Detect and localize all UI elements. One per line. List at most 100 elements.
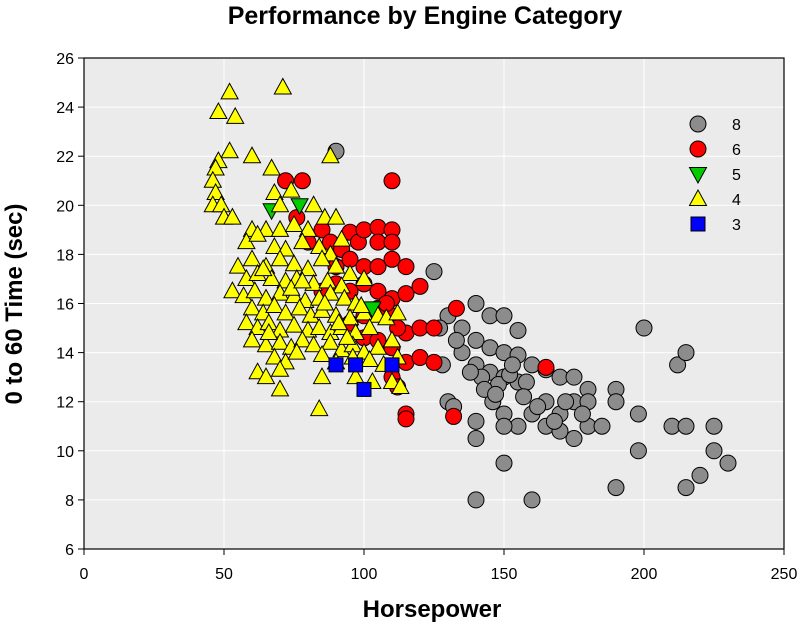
data-point xyxy=(309,399,329,417)
data-point xyxy=(206,158,225,176)
y-tick-label: 24 xyxy=(56,100,74,117)
data-point xyxy=(467,295,485,312)
legend-label-8: 8 xyxy=(732,117,741,134)
data-point xyxy=(284,254,304,272)
y-tick-label: 6 xyxy=(65,542,74,559)
data-point xyxy=(557,393,575,411)
data-point xyxy=(332,276,351,294)
data-point xyxy=(629,405,647,423)
data-point xyxy=(321,332,340,350)
data-point xyxy=(270,195,290,213)
data-point xyxy=(298,219,318,237)
x-tick-label: 100 xyxy=(351,566,378,583)
data-point xyxy=(356,381,372,397)
data-point xyxy=(565,430,583,448)
data-point xyxy=(328,357,344,373)
data-point xyxy=(256,367,276,385)
x-tick-label: 150 xyxy=(491,566,518,583)
y-tick-label: 14 xyxy=(56,346,74,363)
data-point xyxy=(425,353,443,371)
y-tick-label: 16 xyxy=(56,297,74,314)
data-point xyxy=(220,82,239,100)
data-point xyxy=(220,141,239,159)
data-point xyxy=(545,412,563,430)
series-3-points xyxy=(328,357,400,397)
data-point xyxy=(447,299,465,317)
x-tick-label: 250 xyxy=(771,566,798,583)
data-point xyxy=(237,313,256,331)
data-point xyxy=(573,405,591,423)
data-point xyxy=(360,318,379,336)
data-point xyxy=(607,479,625,497)
data-point xyxy=(223,281,242,299)
data-point xyxy=(369,218,387,236)
data-point xyxy=(537,358,555,376)
data-point xyxy=(340,264,360,282)
data-point xyxy=(276,303,295,321)
data-point xyxy=(256,335,276,353)
x-tick-label: 0 xyxy=(80,566,89,583)
data-point xyxy=(262,158,281,176)
data-point xyxy=(607,393,625,411)
data-point xyxy=(242,146,262,164)
data-point xyxy=(293,172,311,190)
data-point xyxy=(265,236,284,255)
chart-title: Performance by Engine Category xyxy=(228,2,623,30)
data-point xyxy=(321,146,340,164)
data-point xyxy=(309,318,329,336)
y-tick-label: 22 xyxy=(56,149,74,166)
data-point xyxy=(360,349,379,367)
y-tick-label: 12 xyxy=(56,395,74,412)
data-point xyxy=(447,331,465,349)
y-tick-label: 10 xyxy=(56,444,74,461)
data-point xyxy=(312,367,332,385)
y-tick-label: 8 xyxy=(65,493,74,510)
data-point xyxy=(293,232,312,250)
data-point xyxy=(290,298,309,316)
data-point xyxy=(245,281,265,299)
data-point xyxy=(467,491,485,509)
data-point xyxy=(326,256,346,274)
data-point xyxy=(495,417,513,435)
data-point xyxy=(509,322,527,340)
data-point xyxy=(397,258,415,276)
data-point xyxy=(593,417,611,435)
data-point xyxy=(669,356,687,374)
data-point xyxy=(340,308,360,326)
legend-marker-3 xyxy=(690,216,706,232)
data-point xyxy=(206,182,225,201)
data-point xyxy=(248,224,267,242)
data-point xyxy=(265,182,284,201)
data-point xyxy=(270,249,290,267)
data-point xyxy=(335,288,354,306)
data-point xyxy=(287,342,307,360)
data-point xyxy=(293,271,312,289)
data-point xyxy=(487,385,505,403)
data-point xyxy=(329,313,349,331)
data-point xyxy=(203,170,223,188)
data-point xyxy=(304,335,323,353)
data-point xyxy=(467,430,485,448)
data-point xyxy=(565,368,583,386)
data-point xyxy=(368,337,388,355)
data-point xyxy=(348,357,364,373)
data-point xyxy=(298,259,318,277)
legend-marker-6 xyxy=(689,140,707,158)
data-point xyxy=(284,214,304,232)
data-point xyxy=(270,379,290,397)
data-point xyxy=(281,180,301,198)
data-point xyxy=(270,359,290,377)
data-point xyxy=(461,363,479,381)
data-point xyxy=(529,398,547,416)
data-point xyxy=(256,288,276,306)
legend-marker-8 xyxy=(689,115,707,133)
legend-label-3: 3 xyxy=(732,217,741,234)
data-point xyxy=(635,319,653,337)
y-axis-label: 0 to 60 Time (sec) xyxy=(1,204,28,405)
data-point xyxy=(503,356,521,374)
data-point xyxy=(677,344,695,362)
data-point xyxy=(411,277,429,295)
data-point xyxy=(242,249,262,267)
